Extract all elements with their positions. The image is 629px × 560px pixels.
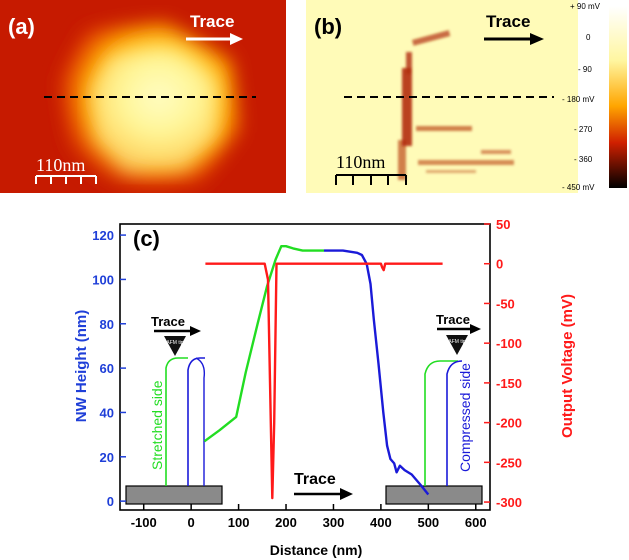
compressed-side-label: Compressed side: [457, 363, 473, 472]
series-line-green: [203, 245, 324, 443]
nanowire-compressed-outline: [424, 360, 458, 486]
y-right-tick-label: -100: [496, 336, 522, 351]
y-left-tick-label: 20: [100, 450, 114, 465]
afm-tip-right: [446, 335, 468, 355]
x-tick-label: -100: [131, 515, 157, 530]
trace-label-bottom: Trace: [294, 471, 336, 488]
panel-a-label: (a): [8, 14, 35, 39]
y-left-tick-label: 40: [100, 405, 114, 420]
x-tick-label: 500: [417, 515, 439, 530]
panel-a-topography: (a) Trace 110nm: [0, 0, 286, 193]
panel-b-trace-label: Trace: [486, 12, 531, 31]
substrate-right: [385, 485, 483, 505]
y-left-tick-label: 0: [107, 494, 114, 509]
y-right-tick-label: 50: [496, 217, 510, 232]
y-right-tick-label: -300: [496, 495, 522, 510]
y-left-tick-label: 60: [100, 361, 114, 376]
x-tick-label: 200: [275, 515, 297, 530]
y-right-tick-label: -200: [496, 416, 522, 431]
voltage-signal-pattern: [398, 30, 514, 180]
y-left-tick-label: 100: [92, 272, 114, 287]
series-line-red: [205, 262, 443, 500]
panel-c-label: (c): [133, 226, 160, 251]
stretched-side-label: Stretched side: [149, 380, 165, 470]
y-right-tick-label: -250: [496, 455, 522, 470]
plot-frame: [119, 223, 491, 511]
y-left-tick-label: 120: [92, 228, 114, 243]
panel-a-scale-label: 110nm: [36, 155, 86, 175]
afm-tip-label-right: AFM tip: [448, 339, 465, 345]
colorbar: [609, 6, 627, 188]
panel-b-voltage-map: (b) Trace 110nm + 90 mV 0 - 90 - 180 mV …: [306, 0, 629, 193]
colorbar-label: - 90: [578, 65, 592, 74]
y-right-tick-label: 0: [496, 257, 503, 272]
afm-tip-left: [164, 336, 186, 356]
nanowire-stretched-outline: [165, 357, 188, 486]
trace-label-left: Trace: [151, 314, 185, 329]
panel-c-chart: -100 0 100 200 300 400 500 60002040608010012050…: [73, 217, 576, 558]
trace-label-right: Trace: [436, 312, 470, 327]
colorbar-label: + 90 mV: [570, 2, 601, 11]
panel-b-scale-label: 110nm: [336, 152, 386, 172]
y-right-axis-label: Output Voltage (mV): [559, 294, 576, 438]
colorbar-label: - 450 mV: [562, 183, 595, 192]
afm-tip-label-left: AFM tip: [166, 340, 183, 346]
panel-a-trace-label: Trace: [190, 12, 235, 31]
plot-decorations: [125, 324, 483, 505]
colorbar-label: - 270: [574, 125, 593, 134]
x-tick-label: 400: [370, 515, 392, 530]
y-right-tick-label: -50: [496, 296, 515, 311]
series-line-blue: [324, 249, 430, 496]
x-axis-label: Distance (nm): [270, 542, 363, 558]
colorbar-label: 0: [586, 33, 591, 42]
y-left-axis-label: NW Height (nm): [73, 310, 90, 422]
x-tick-label: 300: [323, 515, 345, 530]
x-tick-label: 100: [228, 515, 250, 530]
x-tick-label: 0: [188, 515, 195, 530]
colorbar-label: - 360: [574, 155, 593, 164]
voltage-map-image: [306, 0, 627, 193]
colorbar-label: - 180 mV: [562, 95, 595, 104]
substrate-left: [125, 485, 223, 505]
y-right-tick-label: -150: [496, 376, 522, 391]
panel-b-label: (b): [314, 14, 343, 39]
y-left-tick-label: 80: [100, 317, 114, 332]
x-tick-label: 600: [465, 515, 487, 530]
topography-image: [0, 0, 286, 193]
